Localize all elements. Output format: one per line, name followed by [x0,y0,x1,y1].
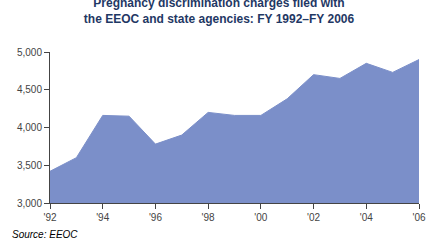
svg-text:'00: '00 [254,212,267,223]
svg-text:3,500: 3,500 [17,160,42,171]
svg-text:'92: '92 [43,212,56,223]
svg-text:4,500: 4,500 [17,84,42,95]
svg-text:Source: EEOC: Source: EEOC [12,229,78,240]
svg-text:'04: '04 [360,212,373,223]
svg-text:5,000: 5,000 [17,47,42,58]
svg-text:'06: '06 [412,212,425,223]
svg-text:3,000: 3,000 [17,198,42,209]
svg-text:'02: '02 [307,212,320,223]
svg-text:'96: '96 [149,212,162,223]
svg-text:4,000: 4,000 [17,122,42,133]
svg-text:Pregnancy discrimination charg: Pregnancy discrimination charges filed w… [84,0,355,26]
svg-text:'94: '94 [96,212,109,223]
svg-text:'98: '98 [202,212,215,223]
